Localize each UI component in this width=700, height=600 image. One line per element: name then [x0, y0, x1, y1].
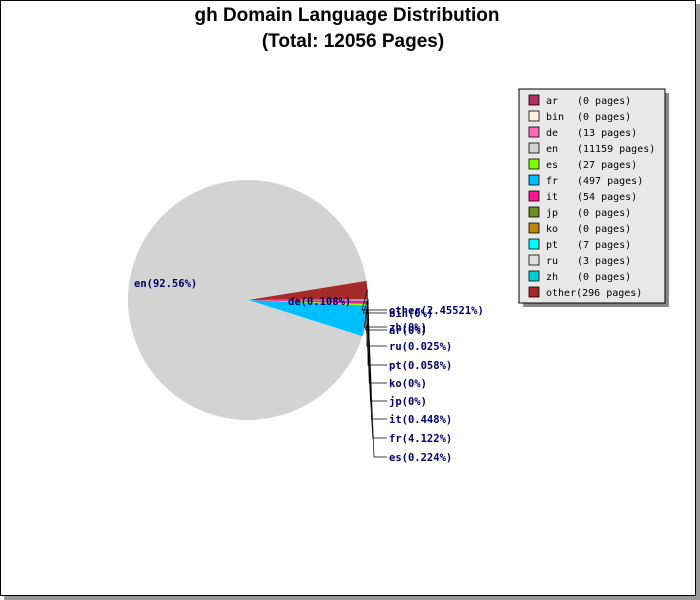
slice-label-pt: pt(0.058%) [389, 360, 452, 372]
slice-label-ar: ar(0%) [389, 325, 427, 337]
legend-swatch-es [528, 158, 540, 170]
legend-code-de: de [546, 128, 558, 139]
slice-en [128, 179, 367, 420]
legend-code-it: it [546, 192, 558, 203]
leader-ru [366, 300, 387, 347]
legend-swatch-it [528, 190, 540, 202]
leader-zh [364, 299, 387, 328]
legend-code-other: other(296 pages) [546, 288, 642, 299]
slice-label-es: es(0.224%) [389, 452, 452, 464]
legend-count-es: (27 pages) [577, 160, 637, 171]
legend-code-bin: bin [546, 112, 564, 123]
leader-ar [365, 299, 387, 331]
leader-bin [362, 299, 387, 314]
legend-code-fr: fr [546, 176, 558, 187]
slice-label-ru: ru(0.025%) [389, 341, 452, 353]
slice-pt [248, 300, 369, 301]
slice-other [248, 280, 368, 300]
legend-swatch-pt [528, 238, 540, 250]
slice-labels: en(92.56%) de(0.108%) other(2.45521%)bin(0… [134, 278, 484, 464]
leader-pt [367, 300, 387, 366]
legend-swatch-jp [528, 206, 540, 218]
slice-label-other: other(2.45521%) [389, 305, 484, 317]
legend-code-jp: jp [546, 208, 558, 219]
legend-swatch-de [528, 126, 540, 138]
legend-swatch-other [528, 286, 540, 298]
legend-count-jp: (0 pages) [577, 208, 631, 219]
legend-swatch-en [528, 142, 540, 154]
label-leader-lines [361, 289, 387, 458]
legend-swatch-ko [528, 222, 540, 234]
legend-swatch-zh [528, 270, 540, 282]
slice-label-bin: bin(0%) [389, 308, 433, 320]
slice-label-en: en(92.56%) [134, 278, 197, 290]
legend-count-ko: (0 pages) [577, 224, 631, 235]
legend-swatch-ar [528, 94, 540, 106]
legend-code-ar: ar [546, 96, 558, 107]
legend-code-zh: zh [546, 272, 558, 283]
legend-count-en: (11159 pages) [577, 144, 655, 155]
legend-count-ar: (0 pages) [577, 96, 631, 107]
slice-label-jp: jp(0%) [389, 396, 427, 408]
legend-code-en: en [546, 144, 558, 155]
legend-code-es: es [546, 160, 558, 171]
legend-swatch-ru [528, 254, 540, 266]
leader-fr [365, 321, 387, 439]
pie-slices [128, 179, 369, 420]
slice-de [248, 299, 369, 300]
legend-code-pt: pt [546, 240, 558, 251]
leader-ko [367, 300, 387, 384]
legend-swatch-fr [528, 174, 540, 186]
slice-label-fr: fr(4.122%) [389, 433, 452, 445]
slice-es [248, 300, 368, 306]
legend-swatch-bin [528, 110, 540, 122]
slice-label-zh: zh(0%) [389, 322, 427, 334]
legend-count-pt: (7 pages) [577, 240, 631, 251]
legend-box [518, 88, 666, 304]
slice-it [248, 300, 368, 304]
legend-count-fr: (497 pages) [577, 176, 643, 187]
legend-count-ru: (3 pages) [577, 256, 631, 267]
slice-label-it: it(0.448%) [389, 414, 452, 426]
slice-label-de: de(0.108%) [288, 296, 351, 308]
legend-count-zh: (0 pages) [577, 272, 631, 283]
chart-subtitle: (Total: 12056 Pages) [262, 31, 444, 52]
legend-count-de: (13 pages) [577, 128, 637, 139]
legend-count-it: (54 pages) [577, 192, 637, 203]
legend-code-ru: ru [546, 256, 558, 267]
slice-label-ko: ko(0%) [389, 378, 427, 390]
slice-fr [248, 300, 368, 337]
legend: ar (0 pages) bin (0 pages) de (13 pages) en (11… [518, 88, 669, 307]
chart-title: gh Domain Language Distribution [194, 5, 499, 26]
legend-count-bin: (0 pages) [577, 112, 631, 123]
leader-es [367, 304, 387, 458]
legend-code-ko: ko [546, 224, 558, 235]
